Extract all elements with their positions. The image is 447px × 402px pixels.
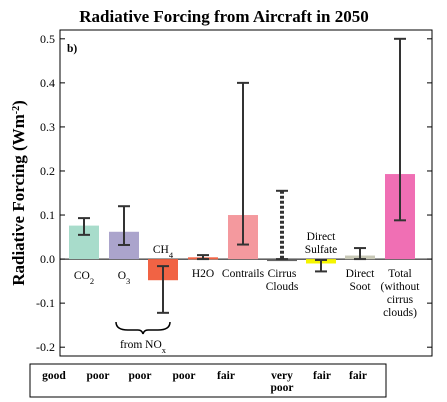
confidence-label: fair: [217, 370, 235, 382]
plot-frame: [59, 29, 433, 357]
confidence-table: [29, 363, 387, 398]
bar-label: Sulfate: [305, 244, 338, 256]
y-axis-label: Radiative Forcing (Wm-2): [9, 100, 28, 286]
bar-label: CH4: [153, 244, 174, 260]
bar-label: cirrus: [387, 294, 414, 306]
y-tick-label: -0.2: [36, 340, 55, 354]
chart-title: Radiative Forcing from Aircraft in 2050: [79, 7, 368, 26]
bar-label: Total: [388, 268, 411, 280]
bar-label: Soot: [349, 281, 371, 293]
confidence-label: very: [271, 370, 293, 382]
confidence-label: poor: [271, 382, 294, 394]
y-tick-label: 0.3: [40, 120, 55, 134]
bar-label: Direct: [346, 268, 376, 280]
bar-label: CO2: [74, 270, 94, 286]
y-tick-label: -0.1: [36, 296, 55, 310]
confidence-label: fair: [349, 370, 367, 382]
confidence-label: poor: [173, 370, 196, 382]
bar-label: Clouds: [266, 281, 299, 293]
nox-brace: [115, 321, 171, 335]
bar-label: (without: [381, 281, 421, 293]
bar-label: Cirrus: [268, 268, 297, 280]
bar-label: Direct: [307, 231, 337, 243]
confidence-label: poor: [87, 370, 110, 382]
y-tick-label: 0.4: [40, 76, 55, 90]
y-tick-label: 0.0: [40, 252, 55, 266]
y-tick-label: 0.1: [40, 208, 55, 222]
panel-label: b): [67, 43, 77, 55]
y-tick-label: 0.5: [40, 32, 55, 46]
bar-label: O3: [118, 270, 131, 286]
confidence-label: good: [42, 370, 66, 382]
nox-annotation: from NOx: [120, 339, 167, 355]
y-tick-label: 0.2: [40, 164, 55, 178]
bar-label: Contrails: [222, 268, 265, 280]
bar-label: clouds): [383, 307, 417, 319]
bar-label: H2O: [192, 268, 214, 280]
confidence-label: fair: [313, 370, 331, 382]
confidence-label: poor: [129, 370, 152, 382]
